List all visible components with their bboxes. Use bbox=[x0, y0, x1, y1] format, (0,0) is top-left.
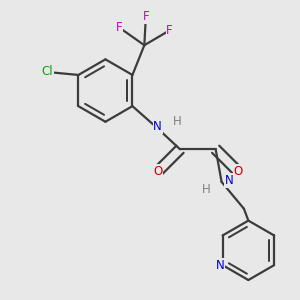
Text: N: N bbox=[225, 174, 233, 187]
Text: O: O bbox=[233, 165, 243, 178]
Text: O: O bbox=[153, 165, 162, 178]
Text: H: H bbox=[173, 115, 182, 128]
Text: F: F bbox=[116, 21, 122, 34]
Text: F: F bbox=[166, 24, 173, 37]
Text: Cl: Cl bbox=[41, 65, 53, 79]
Text: H: H bbox=[202, 183, 211, 196]
Text: N: N bbox=[153, 121, 162, 134]
Text: N: N bbox=[216, 259, 225, 272]
Text: F: F bbox=[142, 11, 149, 23]
